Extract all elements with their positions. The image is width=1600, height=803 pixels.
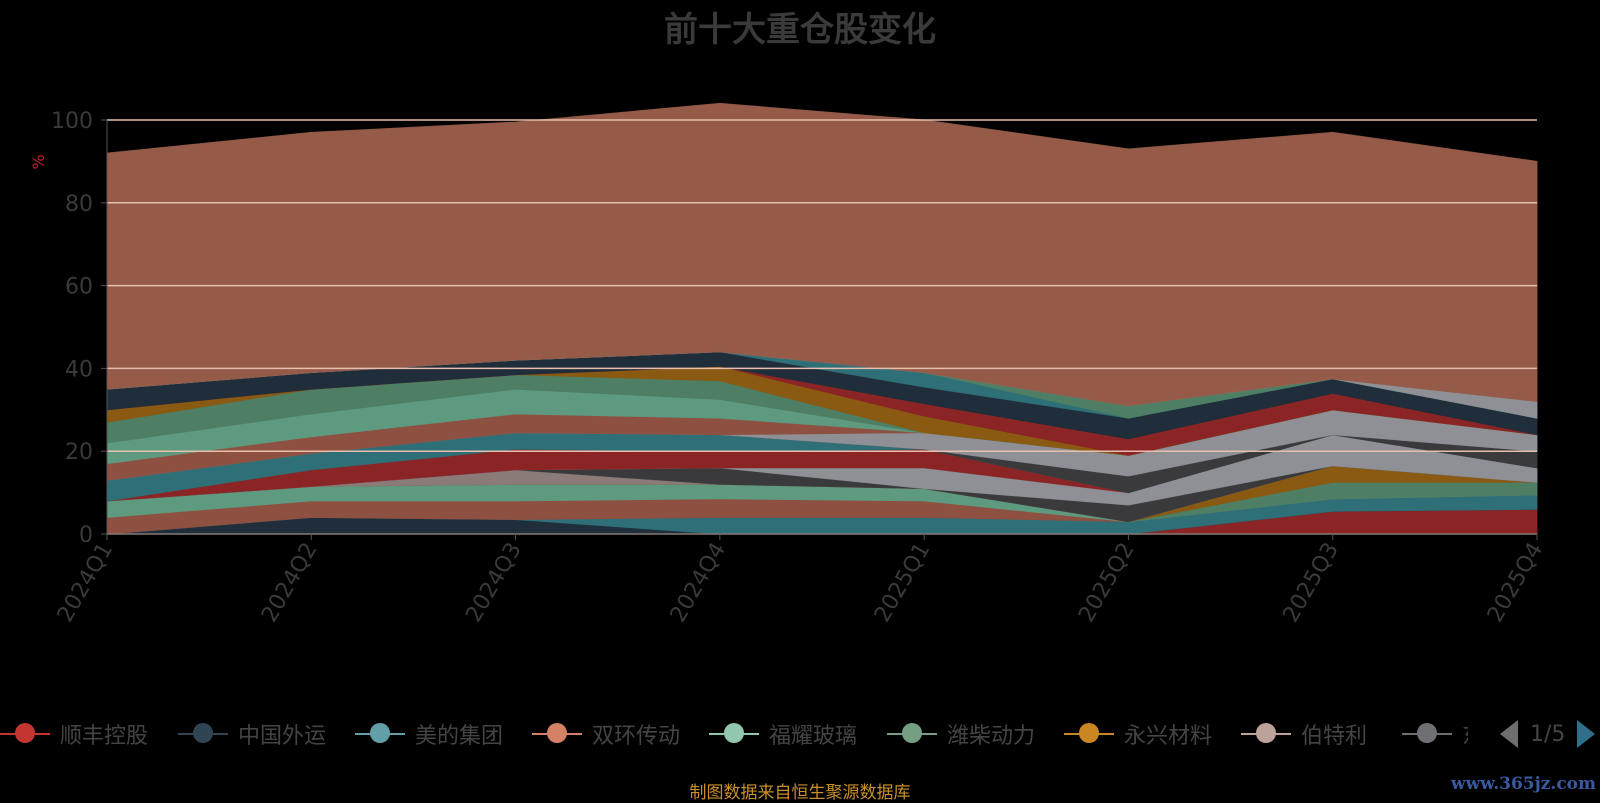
legend-page-indicator: 1/5: [1530, 721, 1566, 747]
legend-item[interactable]: 永兴材料: [1064, 714, 1212, 754]
legend-marker-icon: [1241, 714, 1291, 754]
area-series-23: [106, 102, 1538, 407]
legend-marker-icon: [532, 714, 582, 754]
data-source-note: 制图数据来自恒生聚源数据库: [689, 783, 911, 803]
legend-label: 伯特利: [1301, 724, 1368, 749]
legend-label: 永兴材料: [1124, 724, 1213, 749]
legend-label: 福耀玻璃: [769, 724, 858, 749]
legend-item[interactable]: 美的集团: [355, 714, 503, 754]
x-tick-label: 2025Q3: [1279, 539, 1344, 627]
legend-label: 双环传动: [592, 724, 681, 749]
legend-marker-icon: [887, 714, 937, 754]
legend-item[interactable]: 顺丰控股: [0, 714, 148, 754]
legend-marker-icon: [1402, 714, 1452, 754]
legend-label: 美的集团: [415, 724, 504, 749]
watermark: www.365jz.com: [1451, 774, 1596, 794]
legend-item[interactable]: 潍柴动力: [887, 714, 1035, 754]
y-tick-label: 0: [79, 523, 93, 548]
legend-item[interactable]: 东: [1402, 714, 1468, 754]
y-tick-label: 40: [65, 357, 93, 382]
legend-marker-icon: [1064, 714, 1114, 754]
x-tick-label: 2025Q4: [1483, 539, 1548, 627]
legend-item[interactable]: 中国外运: [178, 714, 326, 754]
legend-label: 顺丰控股: [60, 724, 149, 749]
y-tick-label: 100: [51, 109, 93, 134]
legend-prev-page-button[interactable]: [1500, 720, 1518, 748]
x-tick-label: 2024Q4: [666, 539, 731, 627]
legend-label: 中国外运: [238, 724, 327, 749]
legend-marker-icon: [709, 714, 759, 754]
y-tick-label: 80: [65, 192, 93, 217]
legend-next-page-button[interactable]: [1577, 720, 1596, 748]
y-tick-label: 60: [65, 275, 93, 300]
legend-items: 顺丰控股 中国外运 美的集团 双环传动 福耀玻璃 潍柴动力 永兴材料 伯特利 东: [0, 714, 1468, 754]
x-tick-label: 2025Q1: [870, 539, 935, 627]
x-tick-label: 2024Q3: [461, 539, 526, 627]
y-axis-label: %: [29, 154, 48, 169]
legend-item[interactable]: 伯特利: [1241, 714, 1367, 754]
legend: 顺丰控股 中国外运 美的集团 双环传动 福耀玻璃 潍柴动力 永兴材料 伯特利 东 1/5: [0, 714, 1600, 754]
legend-marker-icon: [355, 714, 405, 754]
area-layer: [106, 102, 1538, 535]
chart-title: 前十大重仓股变化: [664, 10, 936, 50]
legend-pager: 1/5: [1500, 714, 1596, 754]
x-tick-label: 2025Q2: [1074, 539, 1139, 627]
x-tick-label: 2024Q2: [257, 539, 322, 627]
legend-label: 东: [1462, 718, 1468, 750]
legend-marker-icon: [178, 714, 228, 754]
legend-item[interactable]: 福耀玻璃: [709, 714, 857, 754]
stacked-area-chart: 0 20 40 60 80 100 2024Q1 2024Q2 2024Q3 2024Q4 2025…: [29, 102, 1548, 627]
legend-marker-icon: [0, 714, 50, 754]
legend-label: 潍柴动力: [947, 724, 1036, 749]
legend-item[interactable]: 双环传动: [532, 714, 680, 754]
y-tick-label: 20: [65, 440, 93, 465]
x-tick-label: 2024Q1: [53, 539, 118, 627]
